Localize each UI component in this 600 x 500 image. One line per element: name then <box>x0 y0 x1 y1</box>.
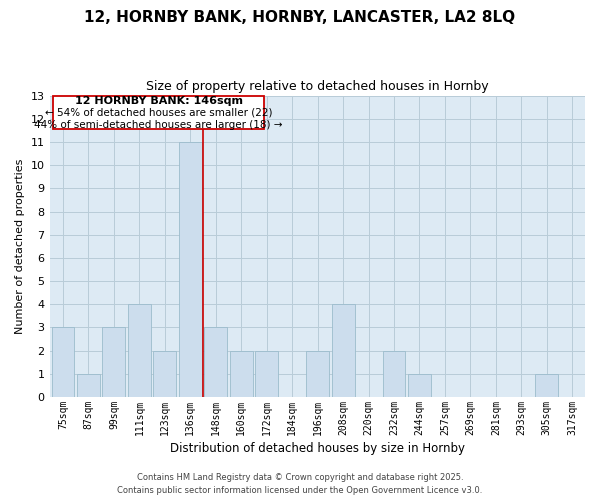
Bar <box>535 374 558 397</box>
Text: 12 HORNBY BANK: 146sqm: 12 HORNBY BANK: 146sqm <box>75 96 243 106</box>
X-axis label: Distribution of detached houses by size in Hornby: Distribution of detached houses by size … <box>170 442 465 455</box>
Text: Contains HM Land Registry data © Crown copyright and database right 2025.
Contai: Contains HM Land Registry data © Crown c… <box>118 473 482 495</box>
Bar <box>77 374 100 397</box>
Bar <box>204 328 227 397</box>
FancyBboxPatch shape <box>53 96 264 129</box>
Y-axis label: Number of detached properties: Number of detached properties <box>15 158 25 334</box>
Text: 12, HORNBY BANK, HORNBY, LANCASTER, LA2 8LQ: 12, HORNBY BANK, HORNBY, LANCASTER, LA2 … <box>85 10 515 25</box>
Bar <box>154 350 176 397</box>
Bar <box>332 304 355 397</box>
Title: Size of property relative to detached houses in Hornby: Size of property relative to detached ho… <box>146 80 489 93</box>
Text: ← 54% of detached houses are smaller (22): ← 54% of detached houses are smaller (22… <box>45 108 272 118</box>
Bar <box>128 304 151 397</box>
Bar <box>383 350 406 397</box>
Text: 44% of semi-detached houses are larger (18) →: 44% of semi-detached houses are larger (… <box>34 120 283 130</box>
Bar <box>255 350 278 397</box>
Bar <box>179 142 202 397</box>
Bar <box>230 350 253 397</box>
Bar <box>408 374 431 397</box>
Bar <box>306 350 329 397</box>
Bar <box>52 328 74 397</box>
Bar <box>103 328 125 397</box>
